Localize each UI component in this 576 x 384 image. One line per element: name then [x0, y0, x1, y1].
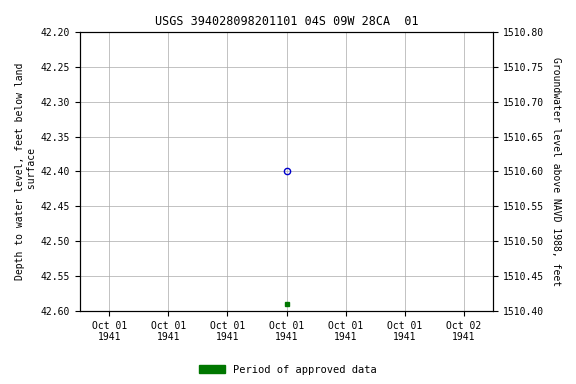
Title: USGS 394028098201101 04S 09W 28CA  01: USGS 394028098201101 04S 09W 28CA 01	[155, 15, 418, 28]
Legend: Period of approved data: Period of approved data	[195, 361, 381, 379]
Y-axis label: Groundwater level above NAVD 1988, feet: Groundwater level above NAVD 1988, feet	[551, 57, 561, 286]
Y-axis label: Depth to water level, feet below land
 surface: Depth to water level, feet below land su…	[15, 63, 37, 280]
